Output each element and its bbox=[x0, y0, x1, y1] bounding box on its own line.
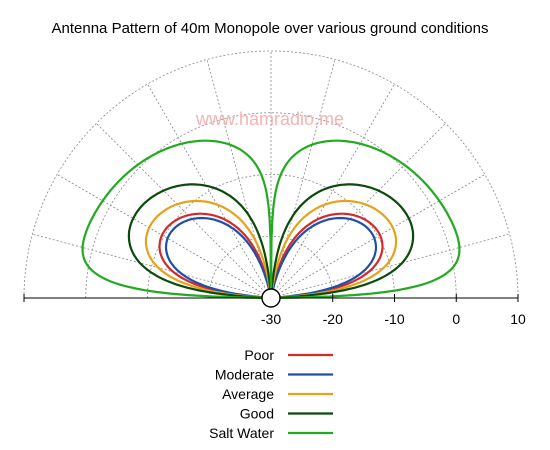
series-line-right bbox=[269, 212, 384, 300]
series-line-right bbox=[269, 199, 398, 300]
tick-label: 0 bbox=[452, 311, 460, 327]
series-layer bbox=[81, 139, 461, 300]
grid-spoke bbox=[270, 174, 486, 299]
grid-spoke bbox=[270, 123, 446, 299]
series-line-left bbox=[158, 212, 273, 300]
series-line-left bbox=[144, 199, 273, 300]
legend-label: Average bbox=[222, 386, 274, 402]
series-line-left bbox=[164, 216, 273, 300]
watermark-text: www.hamradio.me bbox=[195, 109, 344, 129]
series-line-right bbox=[269, 216, 378, 300]
series-line-left bbox=[127, 183, 273, 300]
series-line-left bbox=[81, 139, 273, 300]
grid-spoke bbox=[270, 233, 510, 299]
tick-label: -30 bbox=[261, 311, 281, 327]
legend-label: Salt Water bbox=[209, 425, 274, 441]
axis-layer: -30 -20 -10 0 10 bbox=[23, 288, 526, 327]
tick-label: -20 bbox=[323, 311, 343, 327]
legend-label: Poor bbox=[244, 347, 274, 363]
grid-arc bbox=[23, 50, 519, 299]
legend: Poor Moderate Average Good Salt Water bbox=[209, 347, 333, 441]
tick-label: -10 bbox=[384, 311, 404, 327]
grid-spoke bbox=[96, 123, 272, 299]
grid-spoke bbox=[147, 83, 272, 299]
legend-label: Good bbox=[240, 406, 274, 422]
grid-spoke bbox=[32, 233, 272, 299]
series-line-right bbox=[269, 183, 415, 300]
grid-arc bbox=[85, 112, 457, 299]
tick-label: 10 bbox=[510, 311, 526, 327]
grid-spoke bbox=[56, 174, 272, 299]
legend-label: Moderate bbox=[215, 367, 274, 383]
origin-marker bbox=[261, 288, 281, 308]
series-line-right bbox=[269, 139, 461, 300]
grid-spoke bbox=[270, 83, 395, 299]
chart-title: Antenna Pattern of 40m Monopole over var… bbox=[52, 20, 489, 37]
grid-arc bbox=[147, 174, 395, 299]
